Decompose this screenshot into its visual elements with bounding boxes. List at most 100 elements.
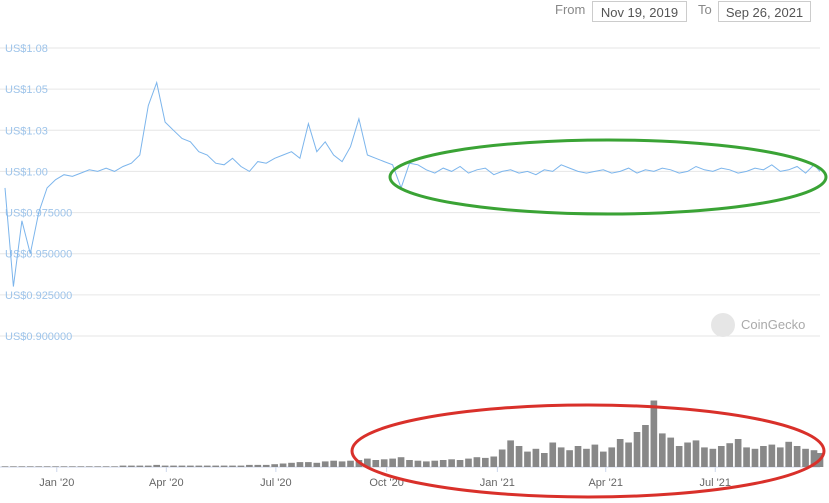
volume-bar xyxy=(785,441,793,467)
volume-bar xyxy=(18,466,26,467)
volume-bar xyxy=(616,439,624,467)
y-tick-label: US$1.05 xyxy=(5,84,48,96)
volume-bar xyxy=(490,456,498,467)
logo-icon xyxy=(711,313,735,337)
volume-bar xyxy=(658,433,666,467)
volume-bar xyxy=(423,461,430,467)
volume-bar xyxy=(701,447,708,467)
volume-bar xyxy=(389,458,396,467)
volume-bar xyxy=(642,425,649,467)
volume-bar xyxy=(338,461,346,467)
volume-bar xyxy=(271,464,278,467)
y-tick-label: US$0.925000 xyxy=(5,290,72,302)
from-label: From xyxy=(555,2,586,17)
volume-bar xyxy=(203,465,211,467)
volume-bar xyxy=(414,460,422,467)
volume-bar xyxy=(760,446,767,467)
volume-bar xyxy=(406,460,413,467)
highlight-ellipse xyxy=(350,403,826,499)
x-tick-label: Apr '20 xyxy=(149,477,184,489)
volume-bar xyxy=(144,465,152,467)
volume-bar xyxy=(583,448,590,467)
volume-bar xyxy=(397,457,405,467)
volume-bar xyxy=(85,466,93,467)
volume-bar xyxy=(364,458,371,467)
volume-bar xyxy=(178,465,186,467)
volume-bar xyxy=(94,466,102,467)
volume-bar xyxy=(667,437,675,467)
volume-bar xyxy=(77,466,85,467)
volume-bar xyxy=(709,448,717,467)
volume-bar xyxy=(246,464,253,467)
volume-bar xyxy=(26,466,34,467)
x-tick-label: Apr '21 xyxy=(588,477,623,489)
volume-bar xyxy=(456,460,464,467)
volume-bar xyxy=(111,466,118,467)
volume-bar xyxy=(498,449,506,467)
volume-bar xyxy=(372,460,380,467)
volume-bar xyxy=(734,439,742,467)
volume-bar xyxy=(161,465,169,467)
volume-bar xyxy=(10,466,17,467)
volume-bar xyxy=(776,447,784,467)
volume-bar xyxy=(321,461,329,467)
volume-bar xyxy=(229,465,236,467)
volume-bar xyxy=(608,447,616,467)
volume-bar xyxy=(35,466,43,467)
volume-bar xyxy=(43,466,51,467)
highlight-ellipse xyxy=(388,138,828,216)
y-tick-label: US$0.900000 xyxy=(5,331,72,343)
volume-bar xyxy=(254,464,262,467)
volume-bar xyxy=(540,453,548,467)
volume-bar xyxy=(810,450,818,467)
volume-bar xyxy=(52,466,59,467)
volume-bar xyxy=(330,460,337,467)
volume-bar xyxy=(69,466,76,467)
volume-bar xyxy=(482,457,489,467)
volume-bar xyxy=(802,448,809,467)
volume-bar xyxy=(566,450,573,467)
volume-bar xyxy=(439,460,447,467)
volume-bar xyxy=(684,442,691,467)
volume-bar xyxy=(675,446,683,467)
y-tick-label: US$1.03 xyxy=(5,125,48,137)
volume-bar xyxy=(380,459,388,467)
volume-bar xyxy=(313,462,321,467)
volume-bar xyxy=(195,465,203,467)
volume-bar xyxy=(473,457,481,467)
volume-bar xyxy=(625,442,632,467)
volume-bar xyxy=(305,462,312,467)
volume-bar xyxy=(465,458,472,467)
volume-bar xyxy=(262,464,270,467)
x-tick-label: Jul '20 xyxy=(260,477,291,489)
to-input[interactable]: Sep 26, 2021 xyxy=(718,1,811,22)
volume-bar xyxy=(574,446,582,467)
volume-bar xyxy=(296,462,304,467)
y-tick-label: US$0.950000 xyxy=(5,249,72,261)
volume-bar xyxy=(793,446,801,467)
to-label: To xyxy=(698,2,712,17)
volume-bar xyxy=(650,400,658,467)
volume-bar xyxy=(768,444,776,467)
volume-bar xyxy=(431,460,439,467)
from-input[interactable]: Nov 19, 2019 xyxy=(592,1,687,22)
volume-bar xyxy=(557,447,565,467)
volume-bar xyxy=(726,443,734,467)
volume-bar xyxy=(1,466,9,467)
volume-bar xyxy=(751,448,759,467)
x-tick-label: Jan '20 xyxy=(39,477,74,489)
x-tick-label: Jan '21 xyxy=(480,477,515,489)
volume-bar xyxy=(515,446,523,467)
volume-bar xyxy=(237,465,245,467)
volume-bar xyxy=(102,466,110,467)
volume-bar xyxy=(136,465,144,467)
volume-bar xyxy=(170,465,177,467)
volume-bar xyxy=(549,442,557,467)
volume-bar xyxy=(524,451,531,467)
volume-bar xyxy=(212,465,219,467)
x-tick-label: Oct '20 xyxy=(369,477,404,489)
price-line xyxy=(4,80,821,287)
volume-bar xyxy=(507,440,514,467)
